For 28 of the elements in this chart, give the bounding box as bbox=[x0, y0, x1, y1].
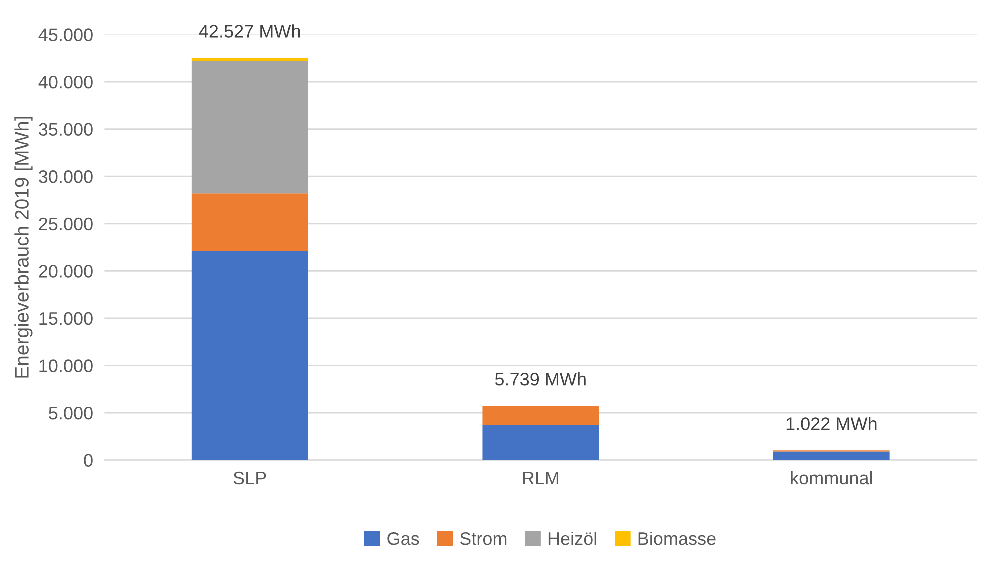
y-tick-label: 10.000 bbox=[40, 360, 93, 372]
y-tick-label: 20.000 bbox=[39, 265, 93, 278]
total-label: 1.022 MWh bbox=[786, 417, 877, 430]
y-tick-label: 25.000 bbox=[39, 218, 93, 231]
y-tick-label: 0 bbox=[84, 454, 93, 468]
y-tick-label: 40.000 bbox=[38, 76, 93, 89]
x-tick-label: SLP bbox=[234, 472, 266, 485]
y-axis-title: Energieverbrauch 2019 [MWh] bbox=[14, 117, 33, 378]
bar bbox=[192, 58, 308, 62]
legend-label: Biomasse bbox=[638, 532, 716, 546]
legend-label: Strom bbox=[460, 532, 507, 546]
bar bbox=[192, 61, 308, 194]
total-label: 42.527 MWh bbox=[199, 24, 300, 38]
x-tick-label: kommunal bbox=[791, 471, 872, 485]
bar bbox=[192, 251, 308, 460]
y-tick-label: 30.000 bbox=[39, 170, 93, 184]
y-tick-label: 15.000 bbox=[40, 312, 93, 326]
legend-label: Heizöl bbox=[548, 532, 596, 546]
y-tick-label: 45.000 bbox=[38, 28, 93, 42]
y-tick-label: 35.000 bbox=[39, 123, 93, 136]
x-tick-label: RLM bbox=[523, 472, 558, 484]
bar bbox=[774, 452, 890, 460]
legend-label: Gas bbox=[388, 532, 420, 546]
bar bbox=[482, 425, 600, 460]
bar bbox=[482, 406, 600, 426]
bar bbox=[192, 194, 308, 252]
y-tick-label: 5.000 bbox=[49, 406, 93, 420]
total-label: 5.739 MWh bbox=[495, 372, 586, 386]
